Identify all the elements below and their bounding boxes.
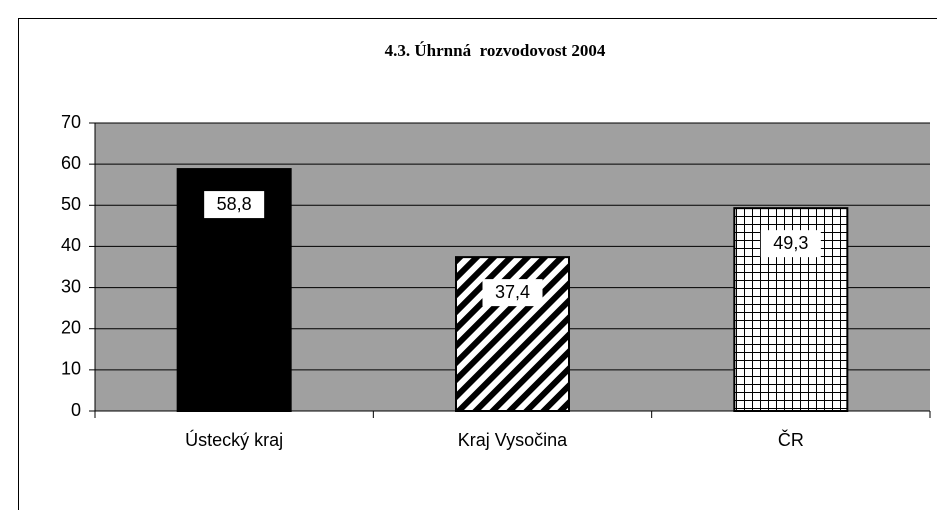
x-tick-label: Ústecký kraj [185,429,283,450]
y-tick-label: 20 [61,317,81,337]
value-label: 58,8 [217,194,252,214]
y-tick-label: 10 [61,359,81,379]
y-tick-label: 40 [61,235,81,255]
x-tick-label: ČR [778,429,804,450]
y-tick-label: 50 [61,194,81,214]
y-tick-label: 60 [61,153,81,173]
y-tick-label: 0 [71,400,81,420]
y-tick-label: 70 [61,112,81,132]
value-label-box [760,230,821,258]
value-label: 37,4 [495,282,530,302]
y-tick-label: 30 [61,276,81,296]
chart-title: 4.3. Úhrnná rozvodovost 2004 [385,41,606,60]
value-label: 49,3 [773,233,808,253]
x-tick-label: Kraj Vysočina [458,430,568,450]
value-label-box [482,279,543,307]
value-label-box [204,191,265,219]
